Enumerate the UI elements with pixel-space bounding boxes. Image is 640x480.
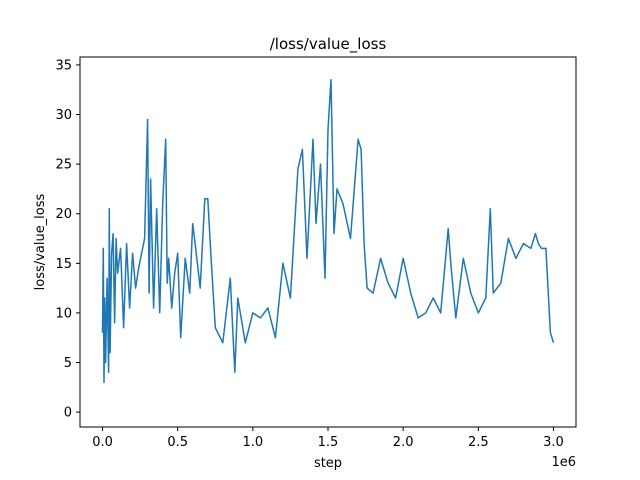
x-axis-offset-label: 1e6 — [551, 455, 576, 470]
x-tick-label: 2.0 — [393, 435, 414, 450]
chart-title: /loss/value_loss — [270, 35, 387, 54]
plot-layer — [101, 79, 555, 384]
y-tick-label: 10 — [55, 306, 72, 321]
y-axis-ticks: 0 5 10 15 20 25 30 35 — [55, 58, 80, 421]
x-tick-label: 0.0 — [92, 435, 113, 450]
series-line-0 — [101, 79, 555, 384]
x-tick-label: 2.5 — [468, 435, 489, 450]
y-tick-label: 5 — [64, 356, 72, 371]
y-tick-label: 15 — [55, 257, 72, 272]
x-tick-label: 3.0 — [543, 435, 564, 450]
x-tick-label: 0.5 — [167, 435, 188, 450]
y-axis-label: loss/value_loss — [33, 193, 48, 290]
x-axis-ticks: 0.0 0.5 1.0 1.5 2.0 2.5 3.0 — [92, 427, 564, 450]
y-tick-label: 25 — [55, 158, 72, 173]
y-tick-label: 20 — [55, 207, 72, 222]
y-tick-label: 30 — [55, 108, 72, 123]
y-tick-label: 0 — [64, 406, 72, 421]
x-axis-label: step — [314, 456, 342, 471]
x-tick-label: 1.0 — [243, 435, 264, 450]
x-tick-label: 1.5 — [318, 435, 339, 450]
y-tick-label: 35 — [55, 58, 72, 73]
